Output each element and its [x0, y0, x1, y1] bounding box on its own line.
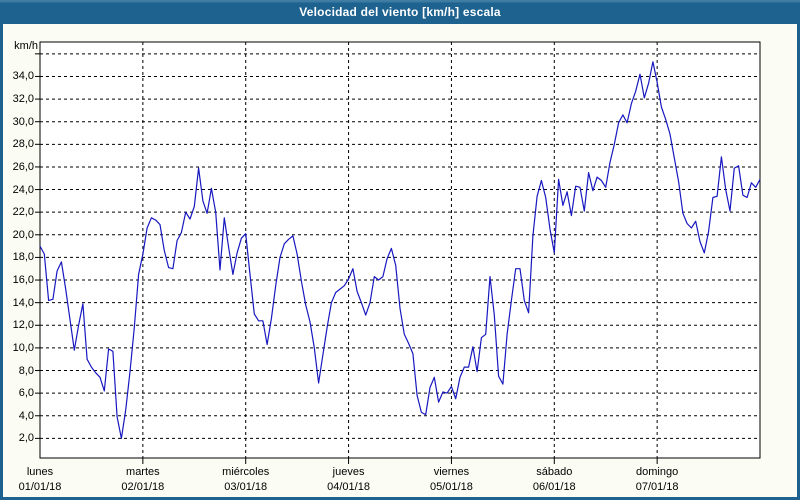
day-date-label: 07/01/18	[635, 481, 679, 493]
day-date-label: 04/01/18	[327, 481, 370, 493]
y-tick-label: 28,0	[12, 138, 34, 151]
day-name-label: jueves	[332, 466, 365, 478]
day-date-label: 06/01/18	[532, 481, 576, 493]
day-name-label: lunes	[26, 466, 54, 478]
y-tick-label: 8,0	[18, 364, 34, 377]
y-tick-label: 6,0	[18, 387, 34, 400]
y-tick-label: 14,0	[12, 296, 34, 309]
y-tick-label: 34,0	[12, 70, 34, 83]
day-name-label: martes	[126, 466, 160, 478]
y-tick-label: 22,0	[12, 206, 34, 219]
y-tick-label: 24,0	[12, 183, 34, 196]
y-tick-label: 12,0	[12, 319, 34, 332]
day-date-label: 05/01/18	[430, 481, 473, 493]
y-tick-label: 16,0	[12, 274, 34, 287]
plot-area	[39, 41, 761, 459]
day-name-label: domingo	[636, 466, 679, 478]
y-tick-label: 18,0	[12, 251, 34, 264]
y-tick-label: 30,0	[12, 115, 34, 128]
window-title-bar: Velocidad del viento [km/h] escala	[0, 0, 800, 24]
y-tick-label: 20,0	[12, 228, 34, 241]
y-tick-label: 10,0	[12, 341, 34, 354]
wind-speed-line	[39, 61, 761, 439]
day-name-label: miércoles	[222, 466, 270, 478]
day-date-label: 02/01/18	[121, 481, 165, 493]
y-tick-label: 26,0	[12, 160, 34, 173]
day-date-label: 03/01/18	[224, 481, 268, 493]
y-tick-label: 32,0	[12, 93, 34, 106]
day-name-label: viernes	[433, 466, 470, 478]
y-tick-label: 4,0	[18, 409, 34, 422]
y-axis-unit-label: km/h	[14, 40, 38, 52]
window-title: Velocidad del viento [km/h] escala	[299, 5, 501, 19]
day-date-label: 01/01/18	[18, 481, 62, 493]
day-name-label: sábado	[536, 466, 573, 478]
y-tick-label: 2,0	[18, 432, 34, 445]
